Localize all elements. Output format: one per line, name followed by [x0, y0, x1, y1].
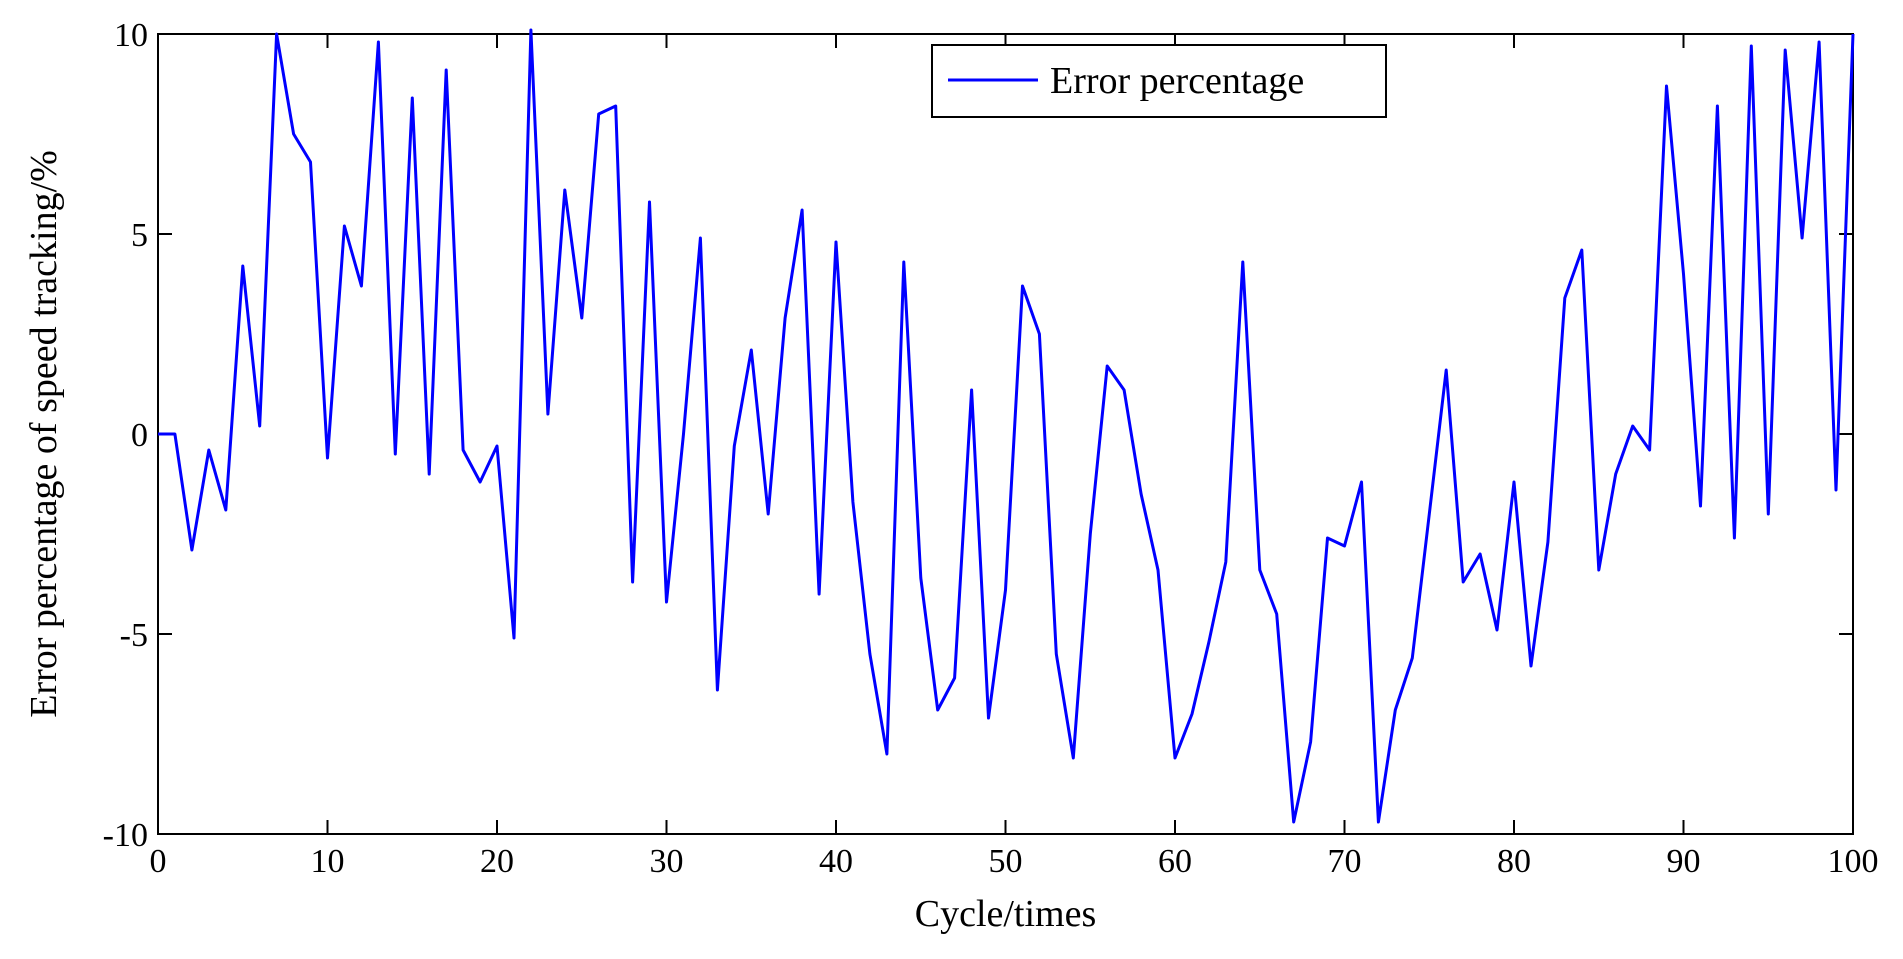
legend-entry: Error percentage — [1050, 60, 1304, 102]
legend: Error percentage — [931, 44, 1387, 118]
y-tick-label: 5 — [131, 217, 148, 254]
x-tick-label: 30 — [650, 843, 684, 880]
y-axis-label: Error percentage of speed tracking/% — [23, 150, 65, 718]
x-tick-labels: 0 10 20 30 40 50 60 70 80 90 100 — [150, 843, 1879, 880]
series-group — [158, 28, 1855, 824]
series-line — [158, 28, 1855, 824]
x-tick-label: 50 — [989, 843, 1023, 880]
y-tick-label: -10 — [103, 817, 148, 854]
y-tick-label: 0 — [131, 417, 148, 454]
x-tick-label: 100 — [1828, 843, 1879, 880]
x-tick-label: 60 — [1158, 843, 1192, 880]
y-tick-labels: -10 -5 0 5 10 — [103, 17, 148, 854]
x-tick-label: 0 — [150, 843, 167, 880]
x-tick-label: 80 — [1497, 843, 1531, 880]
x-tick-label: 90 — [1667, 843, 1701, 880]
x-tick-label: 40 — [819, 843, 853, 880]
y-tick-label: 10 — [114, 17, 148, 54]
x-axis-label: Cycle/times — [915, 893, 1097, 935]
x-tick-label: 70 — [1328, 843, 1362, 880]
y-tick-label: -5 — [120, 617, 148, 654]
x-tick-label: 10 — [311, 843, 345, 880]
x-tick-label: 20 — [480, 843, 514, 880]
